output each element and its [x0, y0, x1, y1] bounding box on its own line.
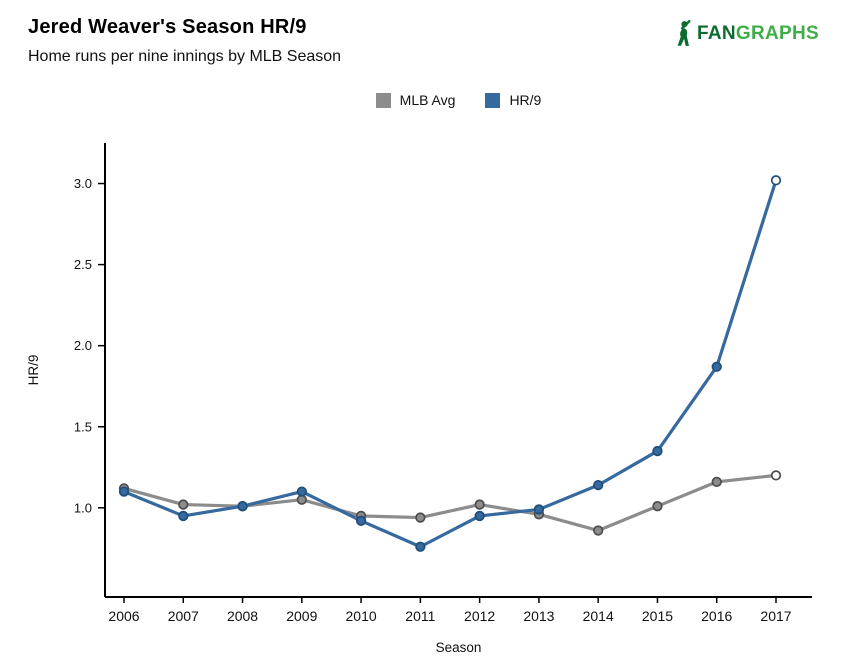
legend-swatch [375, 92, 391, 108]
data-point-hr-9 [652, 445, 663, 457]
page-subtitle: Home runs per nine innings by MLB Season [28, 48, 342, 65]
x-tick-label: 2012 [464, 608, 495, 624]
x-axis-title: Season [436, 640, 482, 655]
data-point-hr-9 [474, 510, 485, 522]
y-tick-label: 1.0 [74, 500, 92, 515]
y-tick-label: 2.5 [74, 257, 92, 272]
legend-item-hr-9: HR/9 [485, 92, 541, 108]
x-tick-label: 2016 [701, 608, 732, 624]
data-point-hr-9 [770, 175, 782, 186]
data-point-hr-9 [533, 504, 545, 515]
y-tick-label: 1.5 [74, 419, 92, 434]
data-point-mlb-avg [474, 499, 485, 510]
x-tick-label: 2008 [227, 608, 258, 624]
logo-text-graphs: GRAPHS [735, 22, 819, 44]
data-point-hr-9 [237, 501, 248, 512]
data-point-mlb-avg [593, 525, 604, 536]
data-point-mlb-avg [770, 470, 782, 481]
x-tick-label: 2009 [286, 608, 317, 624]
series-line-hr-9 [122, 178, 778, 549]
x-tick-label: 2015 [642, 608, 673, 624]
x-tick-label: 2013 [523, 608, 554, 624]
x-tick-label: 2017 [760, 608, 791, 624]
title-block: Jered Weaver's Season HR/9 Home runs per… [28, 16, 341, 66]
chart-header: Jered Weaver's Season HR/9 Home runs per… [28, 16, 819, 66]
logo-wordmark: FANGRAPHS [697, 23, 819, 45]
x-tick-label: 2011 [405, 608, 435, 624]
data-point-mlb-avg [652, 501, 663, 512]
logo-text-fan: FAN [697, 22, 736, 44]
x-tick-label: 2014 [583, 608, 614, 624]
legend-label: MLB Avg [399, 92, 456, 108]
x-tick-label: 2010 [346, 608, 377, 624]
fangraphs-logo: FANGRAPHS [672, 20, 819, 47]
data-point-hr-9 [415, 541, 426, 552]
x-tick-label: 2007 [168, 608, 199, 624]
legend-item-mlb-avg: MLB Avg [375, 92, 456, 108]
data-point-hr-9 [593, 479, 604, 491]
y-axis-title: HR/9 [26, 355, 41, 386]
series-line-mlb-avg [122, 473, 778, 533]
data-point-hr-9 [118, 486, 130, 497]
data-point-hr-9 [296, 486, 307, 497]
chart-legend: MLB Avg HR/9 [105, 92, 812, 108]
batter-icon [677, 20, 691, 46]
line-chart: 1.0 1.5 2.0 2.5 3.0 2006 2007 2008 2009 2010 2011 2… [26, 143, 812, 655]
legend-swatch [485, 92, 501, 108]
y-tick-label: 3.0 [74, 176, 92, 191]
data-point-mlb-avg [415, 512, 426, 523]
data-point-hr-9 [178, 510, 189, 522]
legend-label: HR/9 [509, 92, 542, 108]
y-tick-label: 2.0 [74, 338, 92, 353]
data-point-hr-9 [355, 515, 367, 526]
data-point-mlb-avg [178, 499, 189, 510]
data-point-hr-9 [711, 361, 722, 372]
page-title: Jered Weaver's Season HR/9 [28, 16, 307, 38]
data-point-mlb-avg [711, 476, 722, 488]
x-tick-label: 2006 [108, 608, 139, 624]
